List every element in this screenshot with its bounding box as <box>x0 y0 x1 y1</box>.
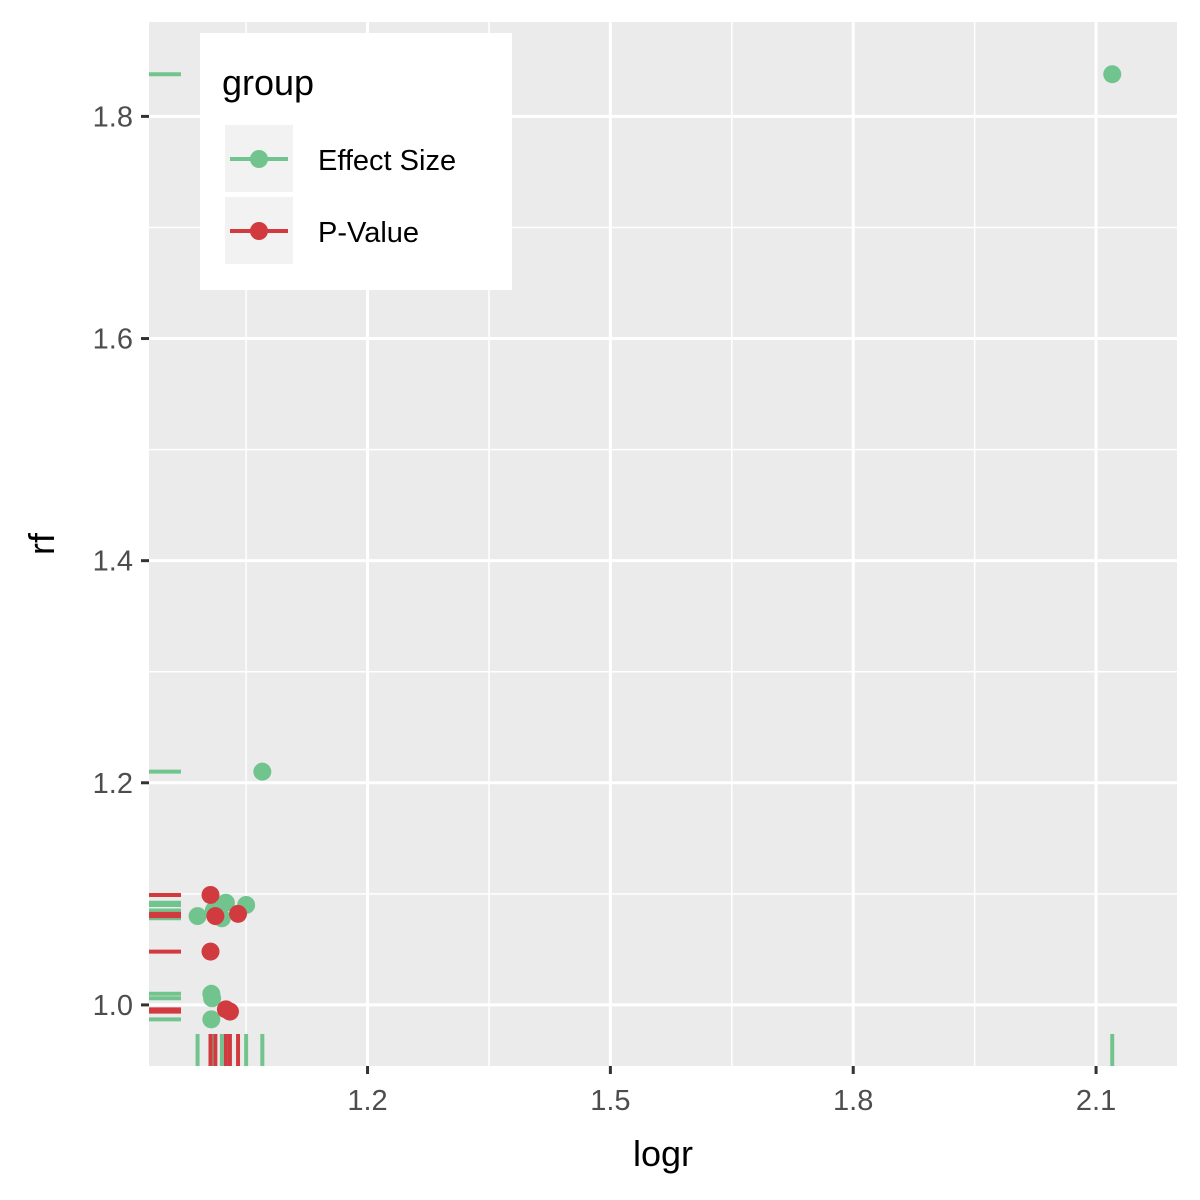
legend: group Effect Size P-Value <box>200 33 512 290</box>
y-tick-label: 1.4 <box>93 546 133 578</box>
y-tick-label: 1.8 <box>93 101 133 133</box>
point-effect-size <box>202 1010 221 1029</box>
point-effect-size <box>188 907 207 926</box>
x-tick-label: 1.8 <box>833 1085 873 1117</box>
axes: 1.2 1.5 1.8 2.1 1.0 1.2 1.4 1.6 1.8 <box>93 101 1117 1117</box>
legend-point-effect-size <box>250 150 268 168</box>
point-p-value <box>229 904 248 923</box>
legend-title: group <box>222 62 314 103</box>
point-p-value <box>201 942 220 961</box>
legend-label-p-value: P-Value <box>318 217 419 249</box>
point-effect-size <box>253 762 272 781</box>
y-tick-label: 1.2 <box>93 768 133 800</box>
point-effect-size <box>203 989 222 1008</box>
y-tick-label: 1.6 <box>93 324 133 356</box>
x-tick-label: 1.5 <box>590 1085 630 1117</box>
point-effect-size <box>1103 65 1122 84</box>
data-points <box>188 65 1122 1029</box>
point-effect-size <box>216 893 235 912</box>
point-p-value <box>220 1002 239 1021</box>
legend-label-effect-size: Effect Size <box>318 145 456 177</box>
y-tick-label: 1.0 <box>93 990 133 1022</box>
point-p-value <box>201 885 220 904</box>
rug-marks <box>149 72 1115 1066</box>
point-p-value <box>206 907 225 926</box>
x-tick-label: 1.2 <box>347 1085 387 1117</box>
legend-point-p-value <box>250 222 268 240</box>
x-axis-title: logr <box>633 1133 693 1174</box>
y-axis-title: rf <box>21 532 62 555</box>
x-tick-label: 2.1 <box>1076 1085 1116 1117</box>
